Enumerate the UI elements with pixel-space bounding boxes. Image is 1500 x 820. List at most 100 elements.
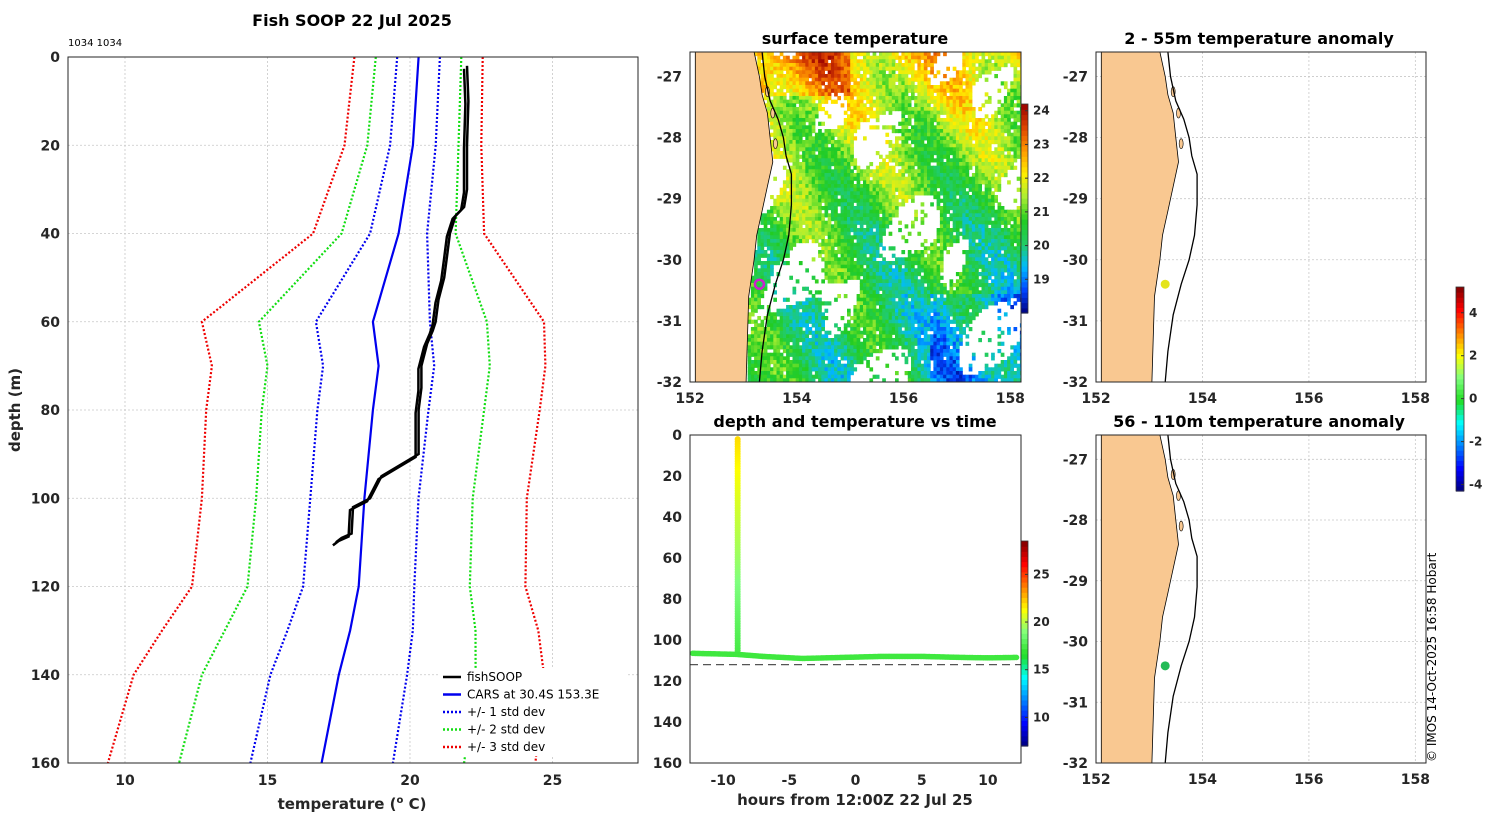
sst-cell [773, 151, 777, 156]
sst-cell [798, 220, 803, 225]
sst-cell [975, 136, 979, 141]
sst-cell [830, 85, 835, 90]
sst-cell [1019, 228, 1021, 233]
sst-cell [795, 213, 800, 218]
sst-cell [978, 187, 982, 192]
sst-cell [795, 319, 800, 324]
sst-cell [968, 107, 973, 112]
sst-cell [939, 297, 944, 302]
sst-cell [866, 99, 870, 104]
sst-cell [981, 235, 986, 240]
sst-cell [882, 63, 886, 68]
sst-cell [834, 235, 838, 240]
sst-cell [773, 99, 777, 104]
sst-cell [866, 330, 870, 335]
sst-cell [840, 70, 845, 75]
sst-cell [939, 158, 944, 163]
sst-cell [830, 158, 835, 163]
sst-cell [997, 261, 1002, 266]
sst-cell [805, 239, 809, 244]
sst-cell [888, 92, 893, 97]
sst-cell [891, 92, 896, 97]
sst-cell [968, 231, 973, 236]
sst-cell [830, 217, 835, 222]
sst-cell [1010, 305, 1014, 310]
sst-cell [978, 165, 982, 170]
sst-cell [1019, 250, 1021, 255]
sst-cell [760, 66, 765, 71]
sst-cell [933, 257, 938, 262]
sst-cell [911, 290, 915, 295]
sst-cell [981, 294, 986, 299]
sst-cell [843, 184, 848, 189]
sst-cell [949, 81, 954, 86]
sst-cell [923, 129, 928, 134]
sst-cell [1013, 74, 1018, 79]
sst-cell [779, 99, 784, 104]
sst-cell [879, 81, 883, 86]
sst-cell [885, 107, 890, 112]
sst-cell [805, 220, 809, 225]
sst-cell [911, 286, 915, 291]
sst-cell [971, 316, 976, 321]
sst-cell [853, 220, 858, 225]
sst-cell [808, 327, 813, 332]
sst-cell [891, 63, 896, 68]
sst-cell [994, 228, 998, 233]
sst-cell [847, 96, 851, 101]
sst-cell [872, 323, 877, 328]
sst-cell [805, 103, 809, 108]
sst-cell [907, 136, 912, 141]
sst-cell [856, 209, 861, 214]
sst-cell [750, 301, 755, 306]
sst-cell [773, 96, 777, 101]
sst-cell [968, 250, 973, 255]
sst-cell [863, 286, 867, 291]
sst-cell [997, 264, 1002, 269]
sst-cell [895, 209, 899, 214]
sst-cell [834, 250, 838, 255]
sst-cell [946, 147, 950, 152]
sst-cell [907, 264, 912, 269]
sst-cell [1019, 121, 1021, 126]
sst-cell [879, 338, 883, 343]
sst-cell [843, 176, 848, 181]
sst-cell [959, 99, 963, 104]
sst-cell [971, 305, 976, 310]
sst-cell [933, 55, 938, 60]
sst-cell [1016, 99, 1021, 104]
sst-cell [1016, 242, 1021, 247]
sst-cell [898, 290, 902, 295]
sst-cell [971, 195, 976, 200]
sst-cell [840, 316, 845, 321]
sst-cell [882, 297, 886, 302]
sst-cell [882, 209, 886, 214]
sst-cell [757, 59, 761, 64]
sst-cell [911, 63, 915, 68]
sst-cell [811, 147, 816, 152]
sst-cell [830, 70, 835, 75]
sst-cell [840, 206, 845, 211]
sst-cell [776, 220, 781, 225]
sst-cell [830, 239, 835, 244]
sst-cell [885, 323, 890, 328]
sst-cell [955, 235, 960, 240]
sst-cell [911, 136, 915, 141]
sst-cell [946, 290, 950, 295]
sst-cell [888, 154, 893, 159]
sst-cell [930, 261, 934, 266]
sst-cell [789, 103, 793, 108]
sst-cell [968, 154, 973, 159]
sst-cell [971, 184, 976, 189]
sst-cell [959, 191, 963, 196]
sst-cell [959, 162, 963, 167]
sst-cell [907, 176, 912, 181]
sst-cell [911, 275, 915, 280]
sst-cell [968, 319, 973, 324]
sst-cell [834, 195, 838, 200]
sst-cell [952, 88, 957, 93]
sst-cell [949, 217, 954, 222]
sst-cell [888, 184, 893, 189]
sst-cell [895, 55, 899, 60]
sst-cell [808, 198, 813, 203]
